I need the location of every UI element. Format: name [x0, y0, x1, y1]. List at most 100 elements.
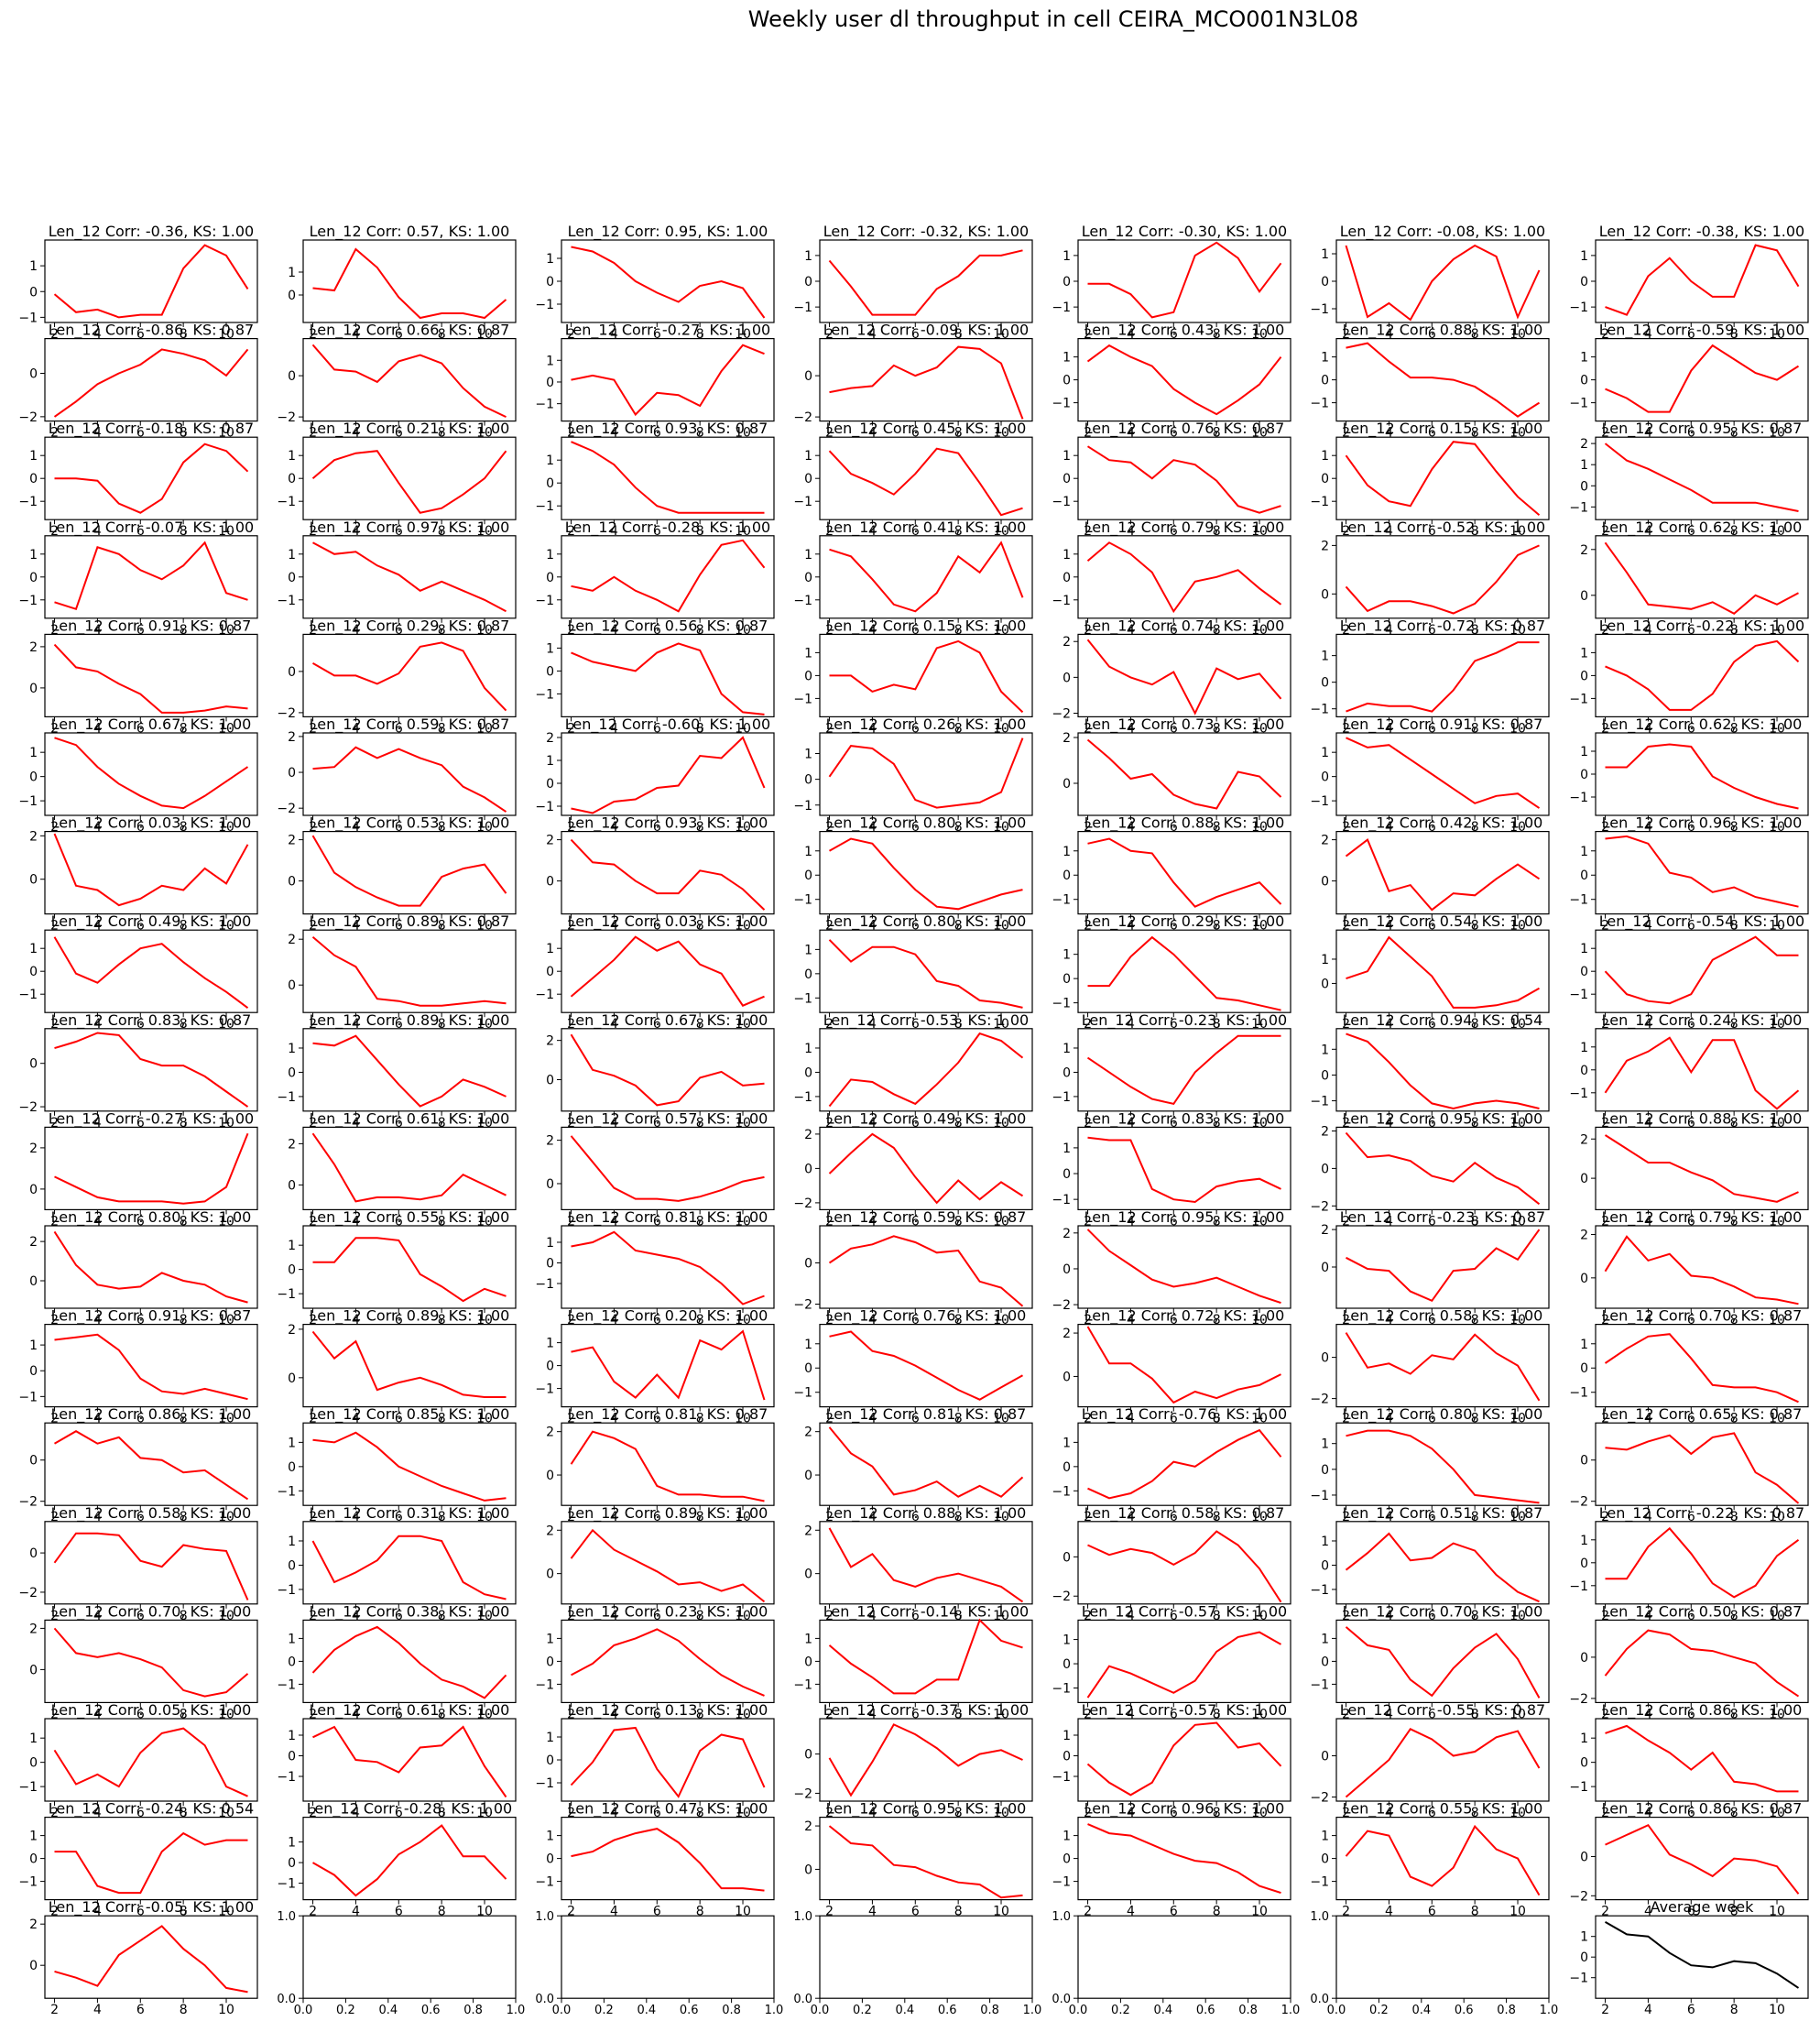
axes-frame: [302, 1619, 517, 1704]
axes-frame: [44, 1126, 258, 1211]
x-tick-label: 2: [309, 721, 317, 736]
x-tick-label: 6: [911, 1214, 920, 1229]
y-tick-label: −1: [793, 300, 812, 315]
subplot-title: Len_12 Corr: 0.03, KS: 1.00: [51, 814, 252, 833]
y-tick-label: 2: [546, 834, 554, 848]
axes-frame: [1335, 732, 1550, 816]
y-tick-label: 0: [1580, 965, 1588, 979]
subplot: 2 0 2 4 6 8 10 Len_12 Corr: 0.81, KS: 0.87: [546, 1405, 775, 1524]
axes-frame: [819, 830, 1033, 915]
axes-frame: [1595, 239, 1809, 323]
y-tick-label: 1.0: [1310, 1910, 1329, 1924]
subplot-title: Len_12 Corr: 0.83, KS: 1.00: [1084, 1109, 1285, 1128]
x-tick-label: 0.2: [1369, 2004, 1389, 2017]
axes-frame: [819, 633, 1033, 718]
x-tick-label: 0.4: [895, 2004, 914, 2017]
axes-frame: [1595, 1718, 1809, 1802]
x-tick-label: 4: [93, 524, 102, 539]
subplot: 0 −2 2 4 6 8 10 Len_12 Corr: 0.65, KS: 0.87: [1569, 1405, 1809, 1524]
y-tick-label: 0: [1321, 1068, 1329, 1083]
axes-frame: [1595, 633, 1809, 718]
y-tick-label: −1: [277, 1877, 296, 1892]
subplot-title: Len_12 Corr: -0.23, KS: 0.87: [1340, 1208, 1545, 1227]
series-line: [828, 1032, 1024, 1108]
x-tick-label: 10: [993, 1017, 1009, 1032]
x-tick-label: 6: [395, 524, 403, 539]
series-line: [1087, 935, 1281, 1011]
y-tick-label: 0: [288, 289, 296, 303]
y-tick-label: −1: [1310, 1583, 1329, 1598]
x-tick-label: 4: [93, 820, 102, 835]
x-tick-label: 4: [1127, 426, 1135, 441]
x-tick-label: 2: [309, 426, 317, 441]
x-tick-label: 8: [954, 820, 963, 835]
y-tick-label: 0: [288, 1856, 296, 1871]
y-tick-label: 0: [1580, 1850, 1588, 1864]
series-line: [311, 935, 507, 1007]
subplot-title: Len_12 Corr: 0.91, KS: 0.87: [1343, 716, 1543, 734]
x-tick-label: 6: [653, 1116, 661, 1131]
x-tick-label: 2: [50, 820, 59, 835]
series-line: [53, 1230, 248, 1304]
axes-frame: [1077, 1521, 1291, 1605]
x-tick-label: 2: [1601, 1214, 1609, 1229]
x-tick-label: 6: [1170, 1017, 1178, 1032]
x-tick-label: 8: [180, 1609, 188, 1623]
y-tick-label: 1.0: [793, 1910, 812, 1924]
x-tick-label: 4: [610, 1905, 618, 1919]
x-tick-label: 4: [868, 1510, 877, 1524]
y-tick-label: 0: [546, 875, 554, 890]
x-tick-label: 4: [1385, 1412, 1393, 1426]
y-tick-label: −1: [1310, 1875, 1329, 1890]
x-tick-label: 6: [1687, 1214, 1695, 1229]
x-tick-label: 4: [1385, 524, 1393, 539]
y-tick-label: −1: [277, 1287, 296, 1302]
axes-frame: [1595, 1323, 1809, 1408]
subplot-title: Len_12 Corr: 0.61, KS: 1.00: [310, 1701, 510, 1720]
x-tick-label: 4: [1644, 919, 1652, 934]
axes-frame: [302, 1816, 517, 1901]
subplot-title: Len_12 Corr: 0.66, KS: 0.87: [310, 322, 510, 340]
y-tick-label: −1: [1569, 500, 1588, 515]
y-tick-label: 1: [1063, 351, 1071, 366]
x-tick-label: 10: [476, 426, 493, 441]
series-line: [312, 1237, 507, 1303]
axes-frame: [819, 1422, 1033, 1506]
axes-frame: [302, 1225, 517, 1309]
y-tick-label: −1: [1569, 1386, 1588, 1401]
y-tick-label: −2: [793, 410, 812, 425]
x-tick-label: 2: [50, 1806, 59, 1820]
axes-frame: [819, 1521, 1033, 1605]
y-tick-label: 0: [1063, 1370, 1071, 1384]
y-tick-label: 1: [804, 845, 812, 859]
x-tick-label: 4: [1644, 820, 1652, 835]
x-tick-label: 2: [1084, 820, 1092, 835]
x-tick-label: 0.4: [1411, 2004, 1431, 2017]
y-tick-label: 0: [804, 1469, 812, 1483]
x-tick-label: 8: [180, 623, 188, 638]
x-tick-label: 8: [1213, 820, 1221, 835]
x-tick-label: 2: [825, 1905, 834, 1919]
y-tick-label: −1: [1310, 397, 1329, 411]
x-tick-label: 4: [610, 919, 618, 934]
subplot-title: Len_12 Corr: 0.56, KS: 0.87: [568, 617, 768, 635]
y-tick-label: 0: [1580, 374, 1588, 388]
x-tick-label: 4: [610, 524, 618, 539]
subplot-title: Len_12 Corr: -0.55, KS: 0.87: [1340, 1701, 1545, 1720]
subplot-title: Len_12 Corr: 0.80, KS: 1.00: [1343, 1405, 1543, 1424]
x-tick-label: 10: [1769, 327, 1785, 342]
y-tick-label: −1: [793, 1677, 812, 1692]
x-tick-label: 4: [352, 1806, 360, 1820]
x-tick-label: 6: [653, 1313, 661, 1327]
y-tick-label: 2: [1063, 1227, 1071, 1241]
